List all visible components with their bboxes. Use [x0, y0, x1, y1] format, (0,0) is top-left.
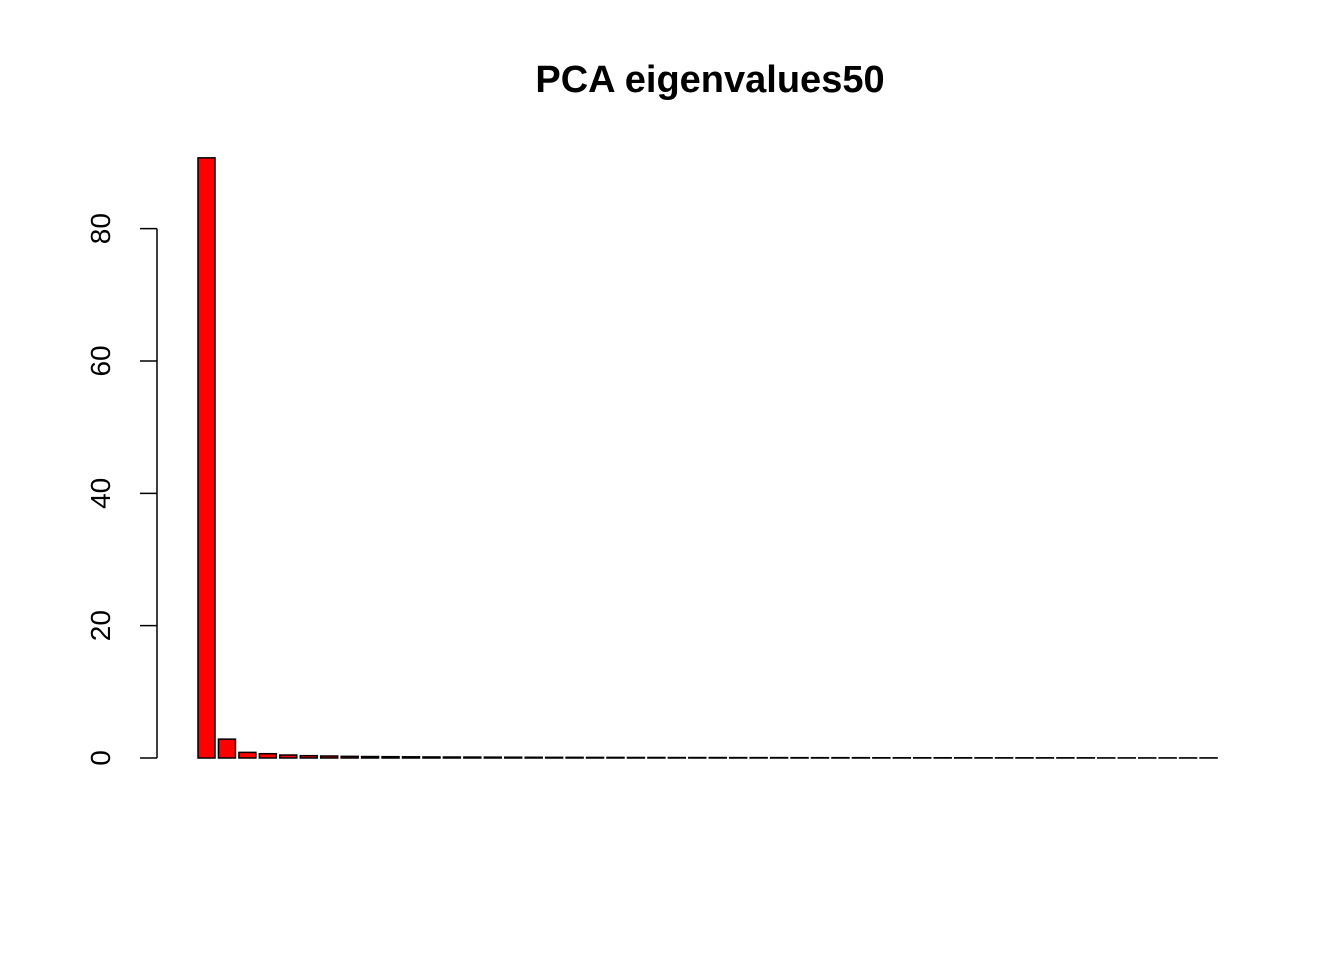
bar: [647, 756, 666, 759]
bar: [544, 756, 564, 759]
bar: [401, 756, 421, 759]
bar: [381, 755, 400, 759]
bar: [319, 755, 339, 759]
bar: [340, 755, 359, 759]
bar: [299, 754, 318, 759]
bar: [606, 756, 625, 759]
y-tick-label: 0: [85, 750, 116, 766]
bar: [197, 157, 216, 759]
bar: [504, 756, 523, 759]
bar: [463, 756, 482, 759]
bar: [565, 756, 584, 759]
bar: [279, 754, 298, 759]
bar: [422, 756, 441, 759]
chart-title: PCA eigenvalues50: [535, 59, 884, 101]
bar: [217, 738, 237, 759]
bar: [442, 756, 462, 759]
y-tick-label: 60: [85, 345, 116, 376]
bar: [483, 756, 503, 759]
y-tick-label: 40: [85, 478, 116, 509]
y-tick-label: 80: [85, 213, 116, 244]
y-axis: 0 20 40 60 80: [85, 213, 158, 766]
bar: [626, 756, 646, 759]
bar: [524, 756, 543, 759]
bar: [238, 751, 257, 759]
y-tick-label: 20: [85, 610, 116, 641]
bar: [258, 752, 278, 759]
bar: [360, 755, 380, 759]
bar: [585, 756, 605, 759]
bar-series: [197, 157, 1218, 759]
